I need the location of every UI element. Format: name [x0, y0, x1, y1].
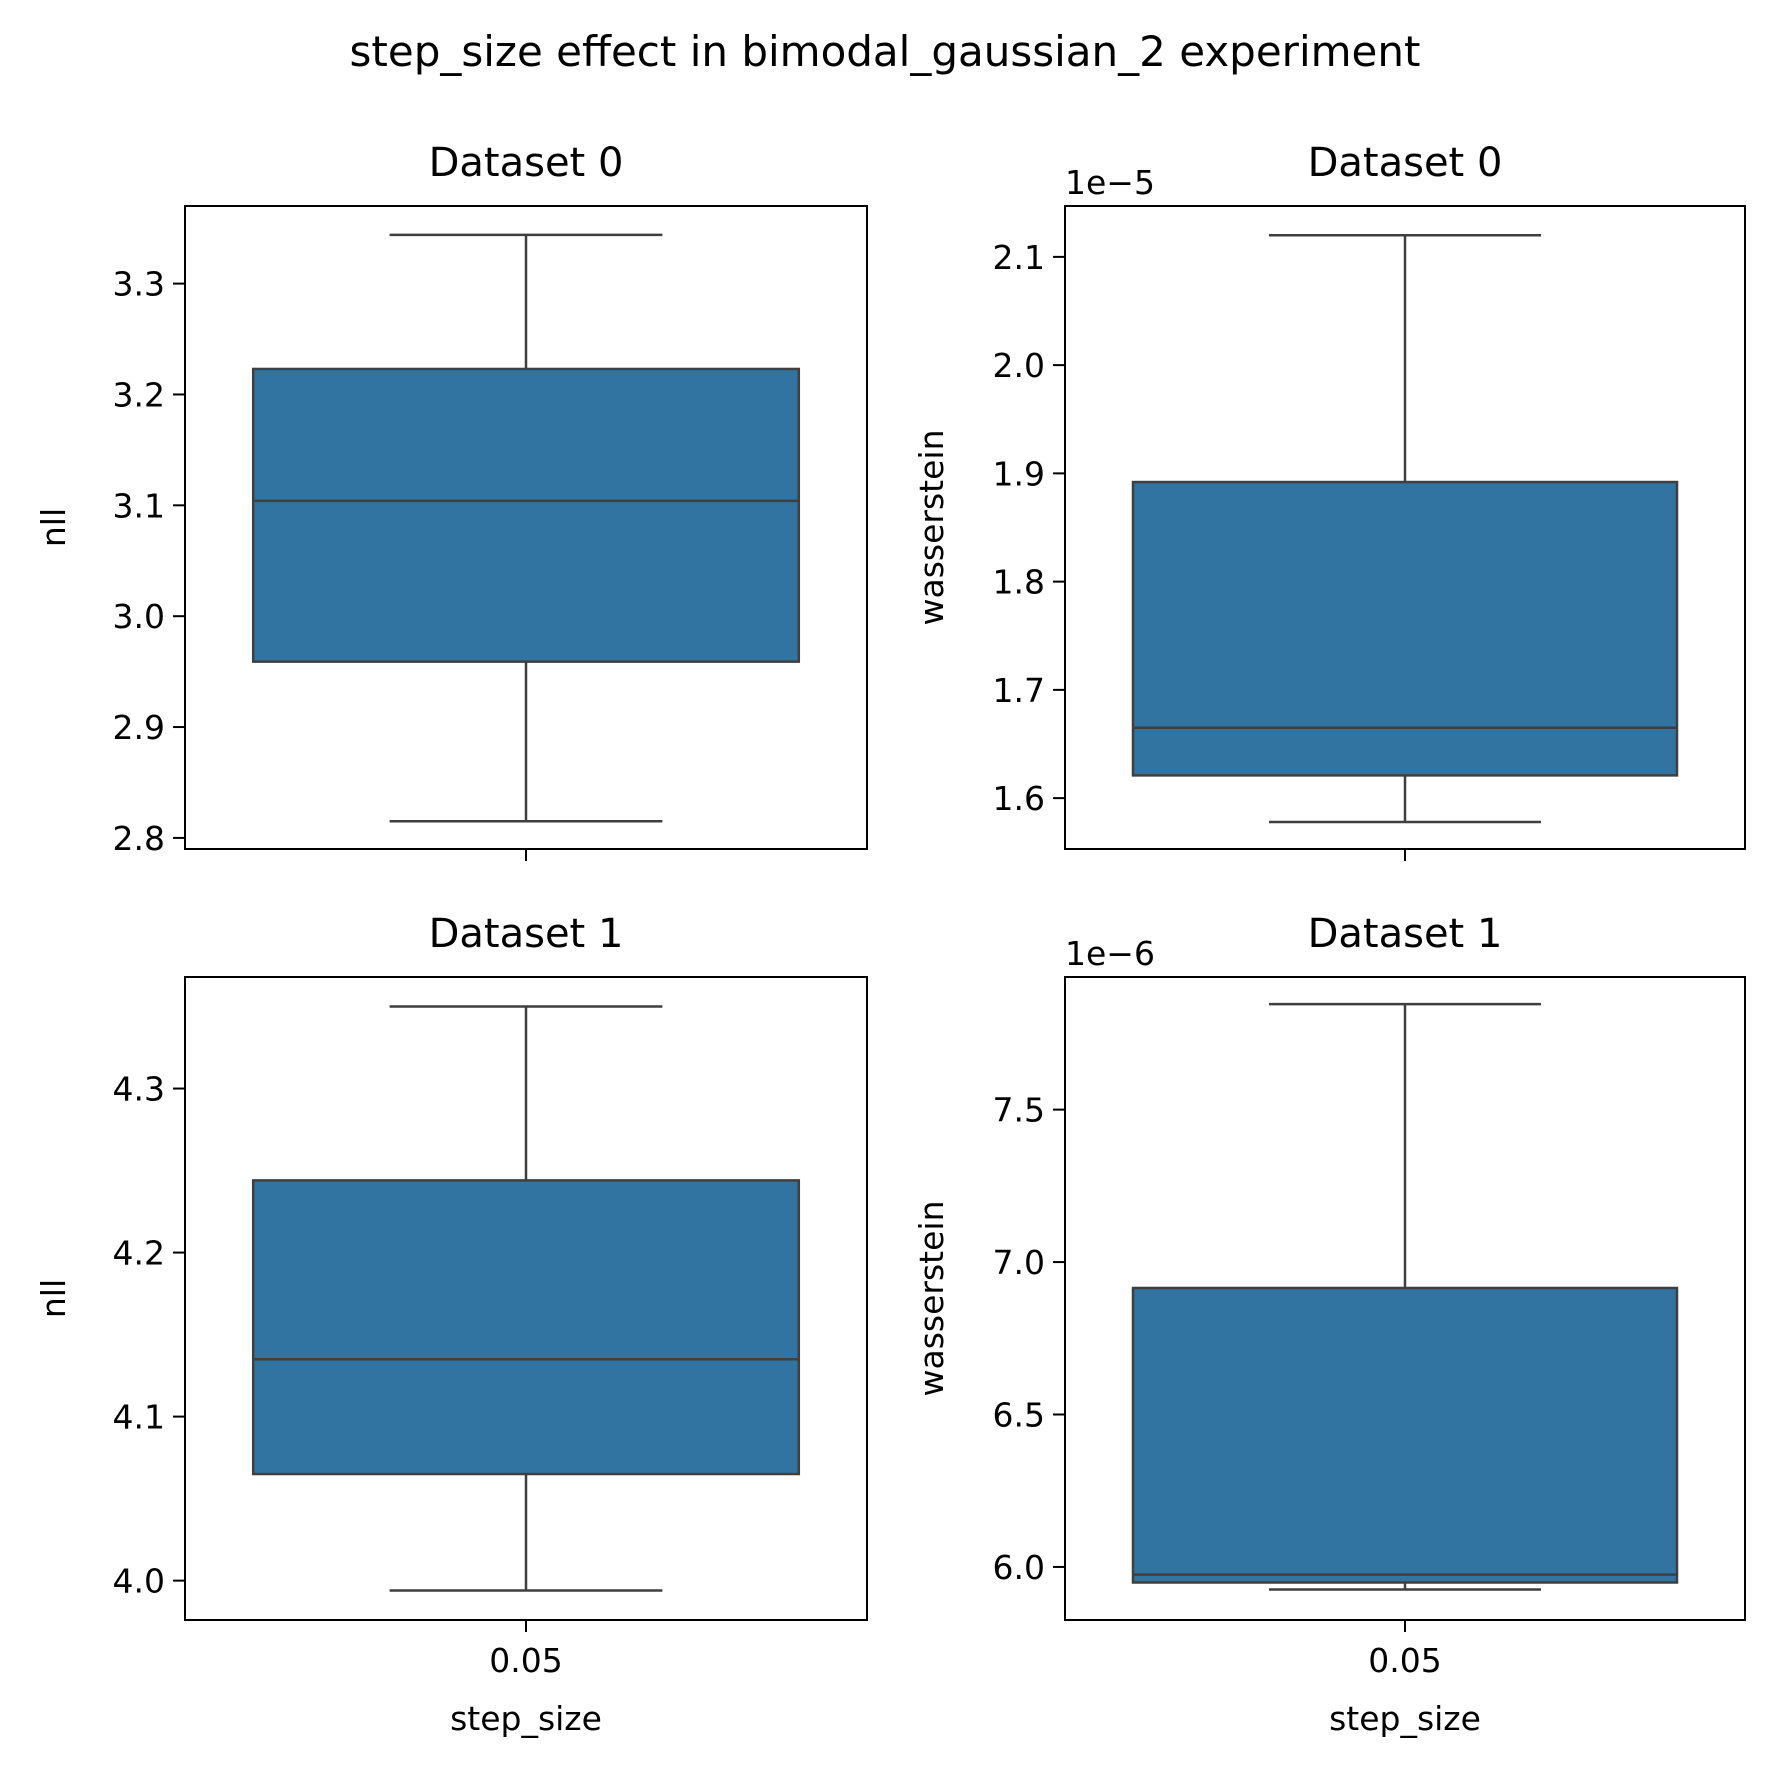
- y-offset-text: 1e−5: [1065, 163, 1155, 202]
- box-iqr: [1131, 1286, 1679, 1584]
- y-offset-text: 1e−6: [1065, 934, 1155, 973]
- x-axis-label: step_size: [1329, 1699, 1481, 1738]
- box-iqr: [251, 367, 801, 663]
- y-tick-label: 3.3: [113, 265, 165, 304]
- y-tick-label: 4.0: [113, 1562, 165, 1601]
- y-tick-label: 7.0: [993, 1243, 1045, 1282]
- y-axis-label: wasserstein: [912, 430, 951, 626]
- y-tick-label: 2.8: [113, 819, 165, 858]
- figure-suptitle: step_size effect in bimodal_gaussian_2 e…: [350, 27, 1421, 76]
- x-axis-label: step_size: [450, 1699, 602, 1738]
- y-tick-label: 3.2: [113, 375, 165, 414]
- y-tick-label: 1.7: [993, 671, 1045, 710]
- panel-0: Dataset 0 2.8 2.9 3.0 3.1 3.2 3.3 nll: [34, 140, 868, 861]
- y-tick-label: 3.1: [113, 486, 165, 525]
- panel-3: Dataset 1 1e−6 0.05 6.0 6.5 7.0 7.5 wasserstein…: [912, 911, 1746, 1738]
- y-tick-label: 2.0: [993, 346, 1045, 385]
- y-tick-label: 4.3: [113, 1070, 165, 1109]
- y-tick-label: 1.6: [993, 779, 1045, 818]
- panel-title: Dataset 0: [429, 140, 624, 186]
- box-plot: [1131, 1002, 1679, 1591]
- panel-title: Dataset 1: [1308, 911, 1503, 957]
- y-tick-label: 4.2: [113, 1234, 165, 1273]
- panel-title: Dataset 1: [429, 911, 624, 957]
- y-tick-label: 3.0: [113, 597, 165, 636]
- y-tick-label: 6.5: [993, 1396, 1045, 1435]
- x-tick-label: 0.05: [489, 1641, 562, 1680]
- panel-title: Dataset 0: [1308, 140, 1503, 186]
- plot-frame: [1064, 205, 1746, 850]
- y-tick-label: 1.8: [993, 563, 1045, 602]
- y-tick-label: 4.1: [113, 1398, 165, 1437]
- box-plot: [251, 233, 801, 823]
- y-tick-label: 6.0: [993, 1548, 1045, 1587]
- y-tick-label: 7.5: [993, 1091, 1045, 1130]
- box-plot: [1131, 233, 1679, 824]
- plot-frame: [184, 205, 868, 850]
- box-plot: [251, 1005, 801, 1592]
- plot-frame: [1064, 976, 1746, 1621]
- panel-2: Dataset 1 0.05 4.0 4.1 4.2 4.3 nll step_size: [34, 911, 868, 1738]
- y-tick-label: 2.1: [993, 238, 1045, 277]
- box-iqr: [1131, 480, 1679, 777]
- y-tick-label: 2.9: [113, 708, 165, 747]
- panel-1: Dataset 0 1e−5 1.6 1.7 1.8 1.9 2.0 2.1 wasserste…: [912, 140, 1746, 861]
- y-axis-label: nll: [34, 508, 73, 547]
- plot-frame: [184, 976, 868, 1621]
- y-axis-label: wasserstein: [912, 1201, 951, 1397]
- y-tick-label: 1.9: [993, 454, 1045, 493]
- box-iqr: [251, 1179, 801, 1476]
- x-tick-label: 0.05: [1368, 1641, 1441, 1680]
- y-axis-label: nll: [34, 1279, 73, 1318]
